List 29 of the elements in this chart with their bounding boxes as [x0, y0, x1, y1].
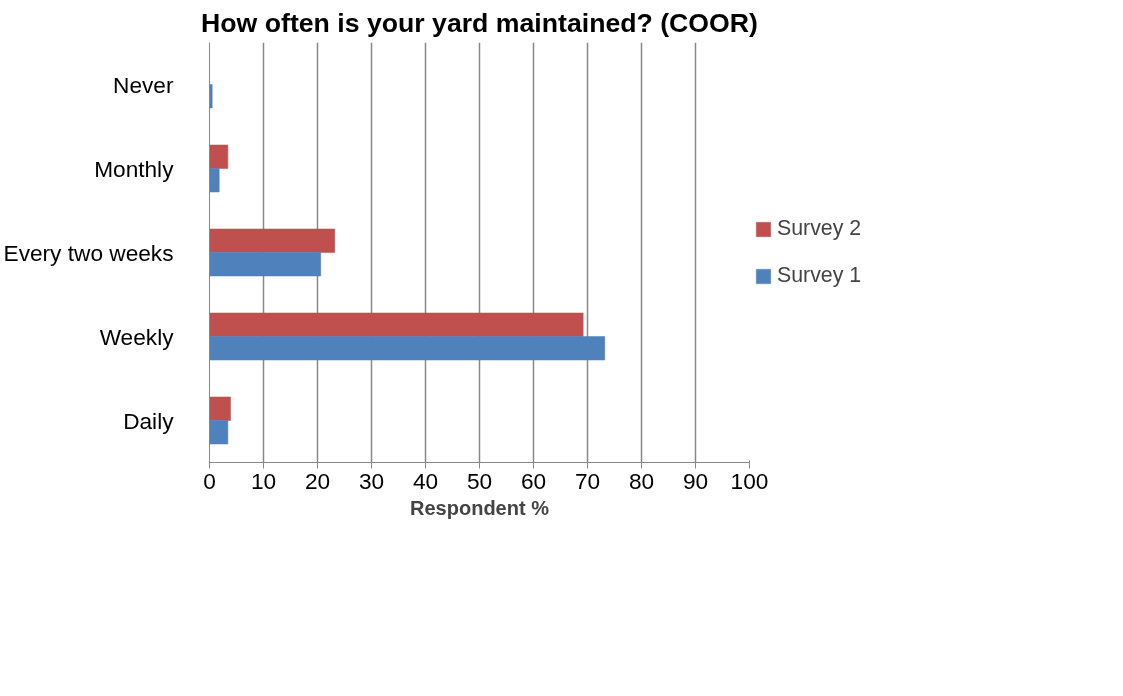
- bar: [209, 252, 321, 277]
- bar: [209, 228, 336, 253]
- x-tick-label: 10: [250, 467, 277, 494]
- x-tick-label: 100: [730, 467, 769, 494]
- y-tick-label: Daily: [123, 407, 175, 434]
- x-tick-label: 50: [466, 467, 493, 494]
- x-tick-label: 20: [304, 467, 331, 494]
- bar: [209, 144, 229, 169]
- y-tick-label: Weekly: [99, 323, 175, 350]
- bar: [209, 312, 584, 337]
- chart-title: How often is your yard maintained? (COOR): [201, 7, 758, 38]
- x-tick-label: 60: [520, 467, 547, 494]
- x-axis-title: Respondent %: [410, 496, 550, 519]
- x-tick-label: 40: [412, 467, 439, 494]
- legend-label: Survey 1: [777, 263, 862, 288]
- x-tick-label: 90: [682, 467, 709, 494]
- bar: [209, 168, 220, 193]
- y-tick-label: Never: [113, 71, 174, 98]
- bar: [209, 420, 229, 445]
- bar: [209, 396, 231, 421]
- x-tick-label: 70: [574, 467, 601, 494]
- y-tick-label: Every two weeks: [3, 239, 174, 266]
- bar: [209, 336, 606, 361]
- x-tick-label: 0: [203, 467, 216, 494]
- bar: [209, 84, 213, 109]
- legend-label: Survey 2: [777, 216, 862, 241]
- x-tick-label: 30: [358, 467, 385, 494]
- y-tick-label: Monthly: [94, 155, 175, 182]
- x-tick-label: 80: [628, 467, 655, 494]
